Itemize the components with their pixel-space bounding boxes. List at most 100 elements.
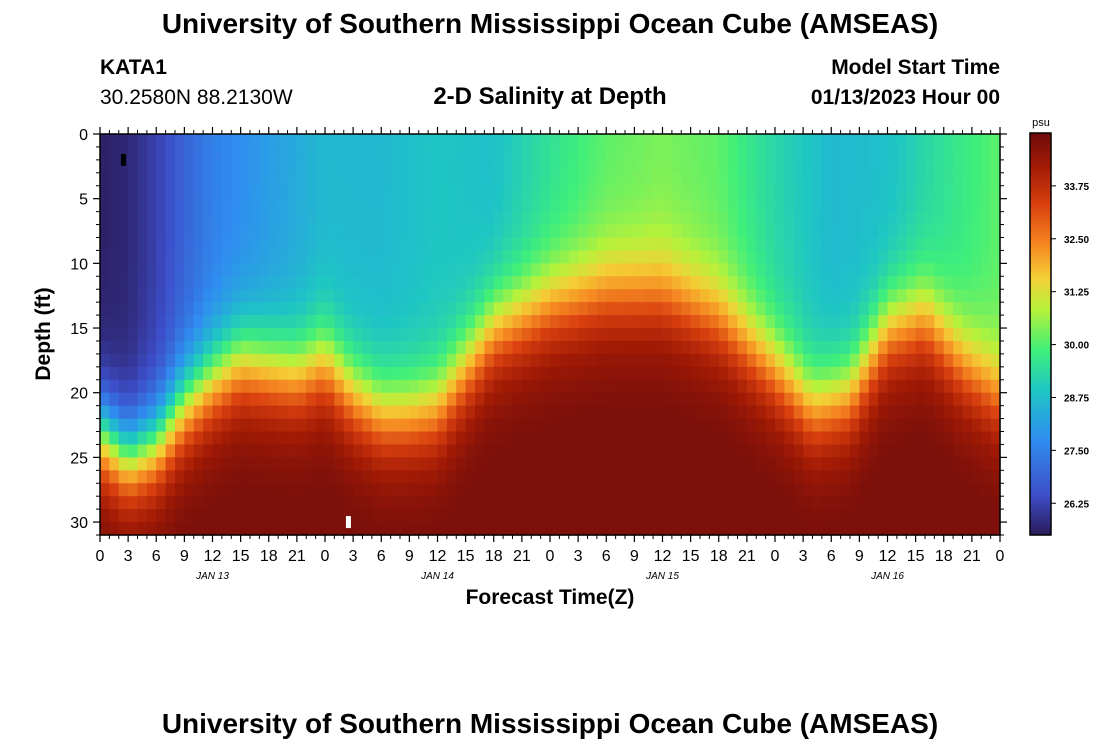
- heatmap-cell: [578, 315, 589, 329]
- heatmap-cell: [878, 418, 889, 433]
- heatmap-cell: [578, 444, 589, 458]
- heatmap-cell: [165, 431, 176, 446]
- heatmap-cell: [559, 483, 570, 497]
- heatmap-cell: [296, 159, 307, 174]
- heatmap-cell: [559, 315, 570, 329]
- heatmap-cell: [784, 315, 795, 329]
- heatmap-cell: [315, 340, 326, 355]
- heatmap-cell: [193, 483, 204, 497]
- heatmap-cell: [737, 315, 748, 329]
- heatmap-cell: [653, 146, 664, 161]
- heatmap-cell: [925, 353, 935, 368]
- heatmap-cell: [821, 146, 832, 161]
- heatmap-cell: [662, 315, 673, 329]
- heatmap-cell: [306, 276, 317, 290]
- heatmap-cell: [615, 457, 626, 471]
- heatmap-cell: [971, 276, 982, 290]
- heatmap-cell: [531, 185, 542, 200]
- heatmap-cell: [925, 276, 935, 290]
- heatmap-cell: [765, 431, 776, 446]
- heatmap-cell: [456, 198, 467, 213]
- heatmap-cell: [259, 379, 270, 394]
- heatmap-cell: [840, 263, 851, 277]
- heatmap-cell: [334, 418, 345, 433]
- heatmap-cell: [728, 431, 739, 446]
- heatmap-cell: [137, 379, 148, 394]
- heatmap-cell: [775, 159, 785, 174]
- heatmap-cell: [146, 315, 157, 329]
- heatmap-cell: [840, 457, 851, 471]
- heatmap-cell: [100, 340, 110, 355]
- heatmap-cell: [409, 509, 420, 523]
- heatmap-cell: [175, 470, 185, 484]
- heatmap-cell: [643, 522, 654, 536]
- heatmap-cell: [803, 172, 814, 187]
- heatmap-cell: [128, 405, 139, 420]
- heatmap-cell: [690, 496, 701, 510]
- heatmap-cell: [325, 444, 335, 458]
- heatmap-cell: [812, 366, 823, 381]
- heatmap-cell: [953, 483, 964, 497]
- heatmap-cell: [259, 457, 270, 471]
- heatmap-cell: [446, 457, 457, 471]
- heatmap-cell: [793, 483, 804, 497]
- heatmap-cell: [718, 250, 729, 264]
- heatmap-cell: [718, 224, 729, 239]
- heatmap-cell: [362, 211, 373, 226]
- heatmap-cell: [653, 237, 664, 252]
- heatmap-cell: [287, 405, 298, 420]
- heatmap-cell: [896, 379, 907, 394]
- heatmap-cell: [925, 198, 935, 213]
- heatmap-cell: [728, 328, 739, 342]
- heatmap-cell: [446, 509, 457, 523]
- heatmap-cell: [587, 250, 598, 264]
- heatmap-cell: [493, 315, 504, 329]
- heatmap-cell: [634, 250, 645, 264]
- heatmap-cell: [775, 211, 785, 226]
- heatmap-cell: [634, 211, 645, 226]
- heatmap-cell: [203, 379, 214, 394]
- heatmap-cell: [746, 470, 757, 484]
- heatmap-cell: [531, 198, 542, 213]
- heatmap-cell: [137, 328, 148, 342]
- heatmap-cell: [765, 224, 776, 239]
- heatmap-cell: [775, 470, 785, 484]
- heatmap-cell: [793, 509, 804, 523]
- heatmap-cell: [371, 457, 382, 471]
- heatmap-cell: [212, 483, 223, 497]
- heatmap-cell: [737, 250, 748, 264]
- heatmap-cell: [643, 198, 654, 213]
- heatmap-cell: [568, 211, 579, 226]
- heatmap-cell: [371, 405, 382, 420]
- heatmap-cell: [568, 315, 579, 329]
- heatmap-cell: [606, 470, 617, 484]
- heatmap-cell: [812, 211, 823, 226]
- heatmap-cell: [850, 366, 860, 381]
- heatmap-cell: [850, 431, 860, 446]
- heatmap-cell: [709, 470, 720, 484]
- heatmap-cell: [325, 302, 335, 316]
- heatmap-cell: [859, 263, 870, 277]
- heatmap-cell: [850, 418, 860, 433]
- heatmap-cell: [887, 315, 898, 329]
- heatmap-cell: [784, 340, 795, 355]
- heatmap-cell: [409, 211, 420, 226]
- heatmap-cell: [728, 198, 739, 213]
- heatmap-cell: [568, 159, 579, 174]
- heatmap-cell: [465, 444, 476, 458]
- heatmap-cell: [746, 418, 757, 433]
- heatmap-cell: [840, 470, 851, 484]
- heatmap-cell: [203, 134, 214, 148]
- heatmap-cell: [690, 211, 701, 226]
- heatmap-cell: [756, 198, 767, 213]
- heatmap-cell: [821, 276, 832, 290]
- heatmap-cell: [296, 340, 307, 355]
- heatmap-cell: [212, 431, 223, 446]
- heatmap-cell: [559, 146, 570, 161]
- heatmap-cell: [896, 444, 907, 458]
- heatmap-cell: [662, 392, 673, 407]
- heatmap-cell: [625, 418, 635, 433]
- heatmap-cell: [428, 431, 439, 446]
- heatmap-cell: [728, 457, 739, 471]
- heatmap-cell: [118, 366, 129, 381]
